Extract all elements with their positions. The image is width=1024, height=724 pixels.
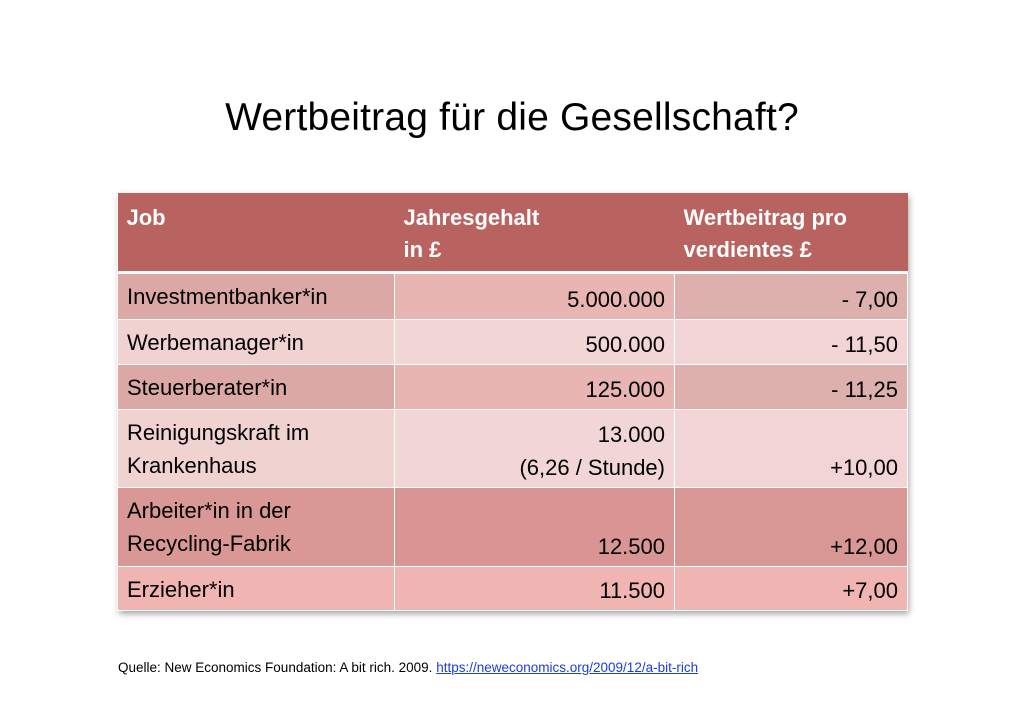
header-job: Job [117,193,395,274]
salary-cell: 11.500 [394,566,675,611]
job-cell: Investmentbanker*in [117,272,395,320]
source-note: Quelle: New Economics Foundation: A bit … [118,659,698,677]
table-row: Werbemanager*in 500.000 - 11,50 [117,319,908,365]
salary-cell: 13.000 (6,26 / Stunde) [394,409,675,488]
value-cell: +12,00 [674,487,908,567]
salary-cell: 5.000.000 [394,272,675,320]
job-cell: Arbeiter*in in der Recycling-Fabrik [117,487,395,567]
table-header-row: Job Jahresgehalt in £ Wertbeitrag pro ve… [117,193,908,274]
salary-cell: 500.000 [394,319,675,365]
source-link[interactable]: https://neweconomics.org/2009/12/a-bit-r… [436,660,699,675]
salary-cell: 12.500 [394,487,675,567]
table-row: Reinigungskraft im Krankenhaus 13.000 (6… [117,409,908,488]
job-cell: Werbemanager*in [117,319,395,365]
value-cell: +7,00 [674,566,908,611]
source-text: Quelle: New Economics Foundation: A bit … [118,660,433,675]
value-cell: - 7,00 [674,272,908,320]
job-cell: Reinigungskraft im Krankenhaus [117,409,395,488]
salary-cell: 125.000 [394,364,675,410]
value-cell: - 11,50 [674,319,908,365]
page-title: Wertbeitrag für die Gesellschaft? [225,96,799,139]
table-row: Erzieher*in 11.500 +7,00 [117,566,908,611]
salary-value-table: Job Jahresgehalt in £ Wertbeitrag pro ve… [117,193,908,611]
table-row: Arbeiter*in in der Recycling-Fabrik 12.5… [117,487,908,567]
table-row: Investmentbanker*in 5.000.000 - 7,00 [117,272,908,320]
job-cell: Erzieher*in [117,566,395,611]
header-salary: Jahresgehalt in £ [394,193,675,274]
value-cell: +10,00 [674,409,908,488]
job-cell: Steuerberater*in [117,364,395,410]
value-cell: - 11,25 [674,364,908,410]
table-row: Steuerberater*in 125.000 - 11,25 [117,364,908,410]
header-value: Wertbeitrag pro verdientes £ [674,193,908,274]
